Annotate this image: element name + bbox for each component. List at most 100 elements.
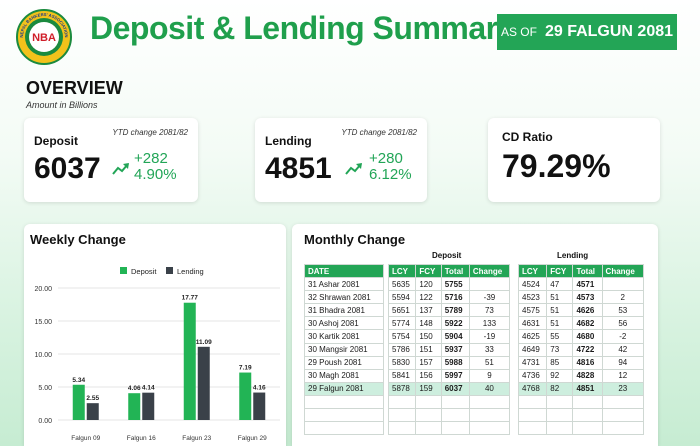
deposit-cell bbox=[387, 408, 417, 423]
data-label: 5.34 bbox=[72, 377, 85, 384]
data-label: 2.55 bbox=[86, 395, 99, 402]
table-row bbox=[387, 394, 511, 410]
date-cell: 30 Magh 2081 bbox=[304, 368, 384, 383]
weekly-change-panel: Weekly Change 20.00 15.00 10.00 5.00 0.00 Dep… bbox=[24, 224, 286, 446]
lending-cell bbox=[601, 277, 645, 292]
deposit-cell: 137 bbox=[415, 303, 442, 318]
y-tick-label: 10.00 bbox=[34, 352, 52, 359]
deposit-cell bbox=[468, 408, 511, 423]
monthly-change-panel: Monthly Change Deposit Lending DATE 31 A… bbox=[292, 224, 658, 446]
deposit-cell bbox=[468, 394, 511, 410]
deposit-cell: 40 bbox=[468, 381, 511, 396]
deposit-cell: 5878 bbox=[387, 381, 417, 396]
table-row: 4625 55 4680 -2 bbox=[517, 329, 645, 344]
deposit-cell: 159 bbox=[415, 381, 442, 396]
lending-cell: 4626 bbox=[572, 303, 603, 318]
deposit-cell: 157 bbox=[415, 355, 442, 370]
data-label: 7.19 bbox=[239, 365, 252, 372]
lending-cell: 56 bbox=[601, 316, 645, 331]
deposit-cell bbox=[415, 408, 442, 423]
deposit-cell: 133 bbox=[468, 316, 511, 331]
deposit-cell: 5774 bbox=[387, 316, 417, 331]
deposit-cell bbox=[387, 421, 417, 436]
table-row: 4523 51 4573 2 bbox=[517, 290, 645, 305]
lending-cell: 51 bbox=[546, 290, 574, 305]
lending-cell: 47 bbox=[546, 277, 574, 292]
table-row: 4524 47 4571 bbox=[517, 277, 645, 292]
deposit-card: Deposit YTD change 2081/82 6037 +282 4.9… bbox=[24, 118, 198, 202]
lending-cell bbox=[517, 394, 548, 410]
as-of-prefix: AS OF bbox=[500, 25, 537, 39]
deposit-cell: 5789 bbox=[440, 303, 470, 318]
y-tick-label: 15.00 bbox=[34, 319, 52, 326]
deposit-cell bbox=[468, 421, 511, 436]
date-cell: 29 Falgun 2081 bbox=[304, 381, 384, 396]
y-tick-label: 20.00 bbox=[34, 286, 52, 293]
deposit-cell: 5635 bbox=[387, 277, 417, 292]
table-row: 5635 120 5755 bbox=[387, 277, 511, 292]
lending-cell bbox=[572, 394, 603, 410]
lending-cell: 53 bbox=[601, 303, 645, 318]
data-label: 17.77 bbox=[182, 295, 199, 302]
data-label: 4.06 bbox=[128, 385, 141, 392]
lending-cell: 55 bbox=[546, 329, 574, 344]
as-of-date: 29 FALGUN 2081 bbox=[544, 23, 674, 40]
table-row: 5841 156 5997 9 bbox=[387, 368, 511, 383]
deposit-col-header: Total bbox=[440, 263, 470, 279]
lending-cell: 4575 bbox=[517, 303, 548, 318]
date-table: DATE 31 Ashar 2081 32 Shrawan 2081 31 Bhad… bbox=[304, 263, 384, 436]
deposit-cell: 5937 bbox=[440, 342, 470, 357]
table-row: 4575 51 4626 53 bbox=[517, 303, 645, 318]
x-tick-label: Falgun 23 bbox=[182, 435, 211, 442]
lending-bar bbox=[142, 392, 155, 420]
deposit-group-label: Deposit bbox=[432, 251, 462, 260]
legend-label: Deposit bbox=[131, 267, 157, 276]
table-row: 4736 92 4828 12 bbox=[517, 368, 645, 383]
deposit-ytd-label: YTD change 2081/82 bbox=[112, 128, 188, 137]
table-row bbox=[304, 408, 384, 423]
lending-cell: 82 bbox=[546, 381, 574, 396]
lending-cell: 4828 bbox=[572, 368, 603, 383]
deposit-cell: 5988 bbox=[440, 355, 470, 370]
x-tick-label: Falgun 09 bbox=[71, 435, 100, 442]
weekly-change-chart: 20.00 15.00 10.00 5.00 0.00 Deposit Lending 5.3… bbox=[34, 267, 280, 442]
cd-ratio-card: CD Ratio 79.29% bbox=[488, 118, 660, 202]
table-row: 30 Ashoj 2081 bbox=[304, 316, 384, 331]
weekly-change-title: Weekly Change bbox=[30, 232, 126, 247]
lending-cell: 4816 bbox=[572, 355, 603, 370]
table-row bbox=[304, 421, 384, 436]
deposit-cell: 33 bbox=[468, 342, 511, 357]
lending-table: LCY FCY Total Change 4524 47 4571 4523 51 4573 2 4… bbox=[517, 263, 645, 436]
lending-cell: 4722 bbox=[572, 342, 603, 357]
table-row bbox=[304, 394, 384, 410]
date-cell bbox=[304, 394, 384, 410]
data-label: 4.14 bbox=[142, 385, 155, 392]
deposit-label: Deposit bbox=[34, 134, 79, 148]
lending-col-header: FCY bbox=[546, 263, 574, 279]
deposit-cell: -39 bbox=[468, 290, 511, 305]
deposit-cell: 51 bbox=[468, 355, 511, 370]
deposit-col-header: LCY bbox=[387, 263, 417, 279]
deposit-cell: 5716 bbox=[440, 290, 470, 305]
date-cell: 29 Poush 2081 bbox=[304, 355, 384, 370]
deposit-cell: -19 bbox=[468, 329, 511, 344]
table-row bbox=[517, 394, 645, 410]
lending-cell: 92 bbox=[546, 368, 574, 383]
deposit-bar bbox=[128, 393, 141, 420]
deposit-cell: 5841 bbox=[387, 368, 417, 383]
deposit-value: 6037 bbox=[34, 152, 101, 185]
deposit-cell: 5922 bbox=[440, 316, 470, 331]
deposit-cell: 5594 bbox=[387, 290, 417, 305]
date-cell: 31 Bhadra 2081 bbox=[304, 303, 384, 318]
legend-label: Lending bbox=[177, 267, 204, 276]
overview-title: OVERVIEW bbox=[26, 78, 123, 98]
deposit-cell: 5755 bbox=[440, 277, 470, 292]
lending-cell: 4625 bbox=[517, 329, 548, 344]
x-tick-label: Falgun 16 bbox=[127, 435, 156, 442]
date-cell: 31 Ashar 2081 bbox=[304, 277, 384, 292]
deposit-col-header: FCY bbox=[415, 263, 442, 279]
date-header: DATE bbox=[304, 263, 384, 279]
table-row: 32 Shrawan 2081 bbox=[304, 290, 384, 305]
deposit-cell: 73 bbox=[468, 303, 511, 318]
date-cell: 30 Mangsir 2081 bbox=[304, 342, 384, 357]
